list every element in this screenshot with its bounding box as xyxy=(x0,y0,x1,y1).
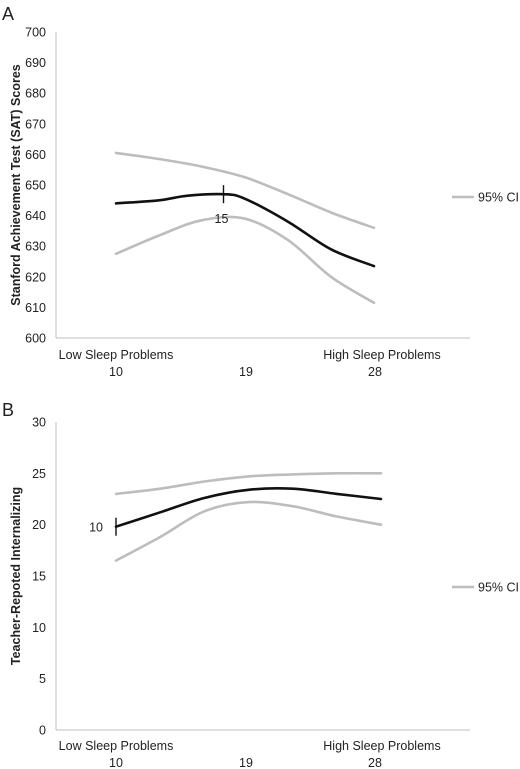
x-label-high: High Sleep Problems xyxy=(323,739,440,753)
legend: 95% CI xyxy=(452,581,519,595)
y-tick-label: 670 xyxy=(25,117,46,131)
x-label-low: Low Sleep Problems xyxy=(59,739,174,753)
y-tick-label: 600 xyxy=(25,332,46,346)
x-tick-label: 19 xyxy=(239,365,253,379)
y-tick-label: 0 xyxy=(39,724,46,738)
y-tick-label: 680 xyxy=(25,87,46,101)
y-tick-label: 690 xyxy=(25,56,46,70)
y-axis-title: Stanford Achievement Test (SAT) Scores xyxy=(9,64,23,306)
chart-panel-b: B 0 5 10 15 20 25 30 Teacher-Repoted Internalizi… xyxy=(2,400,519,769)
y-tick-label: 20 xyxy=(32,518,46,532)
y-tick-label: 10 xyxy=(32,621,46,635)
series-line-estimate xyxy=(114,192,376,268)
y-tick-label: 30 xyxy=(32,416,46,430)
y-tick-label: 5 xyxy=(39,672,46,686)
y-axis-title: Teacher-Repoted Internalizing xyxy=(9,487,23,665)
x-tick-label: 10 xyxy=(109,365,123,379)
x-tick-label: 28 xyxy=(368,756,382,769)
marker-label: 15 xyxy=(215,212,229,226)
chart-panel-a: A 600 610 620 630 640 650 660 670 680 690 700 Stanfo… xyxy=(2,4,519,379)
series-line-estimate xyxy=(114,487,383,528)
series-line-lower-ci xyxy=(114,215,376,305)
y-tick-label: 650 xyxy=(25,179,46,193)
y-tick-label: 620 xyxy=(25,270,46,284)
y-tick-label: 640 xyxy=(25,209,46,223)
legend-label: 95% CI xyxy=(478,191,519,205)
panel-label: A xyxy=(2,4,14,24)
y-tick-label: 610 xyxy=(25,301,46,315)
legend-label: 95% CI xyxy=(478,581,519,595)
panel-label: B xyxy=(2,400,14,420)
series-line-upper-ci xyxy=(114,151,376,230)
x-tick-label: 19 xyxy=(239,756,253,769)
y-tick-label: 700 xyxy=(25,26,46,40)
y-tick-label: 15 xyxy=(32,570,46,584)
x-label-low: Low Sleep Problems xyxy=(59,348,174,362)
series-line-upper-ci xyxy=(114,471,383,496)
series-line-lower-ci xyxy=(114,500,383,562)
y-tick-label: 660 xyxy=(25,148,46,162)
x-tick-label: 10 xyxy=(109,756,123,769)
legend: 95% CI xyxy=(452,191,519,205)
x-tick-label: 28 xyxy=(368,365,382,379)
y-tick-label: 25 xyxy=(32,467,46,481)
marker-label: 10 xyxy=(89,521,103,535)
y-tick-label: 630 xyxy=(25,240,46,254)
x-label-high: High Sleep Problems xyxy=(323,348,440,362)
